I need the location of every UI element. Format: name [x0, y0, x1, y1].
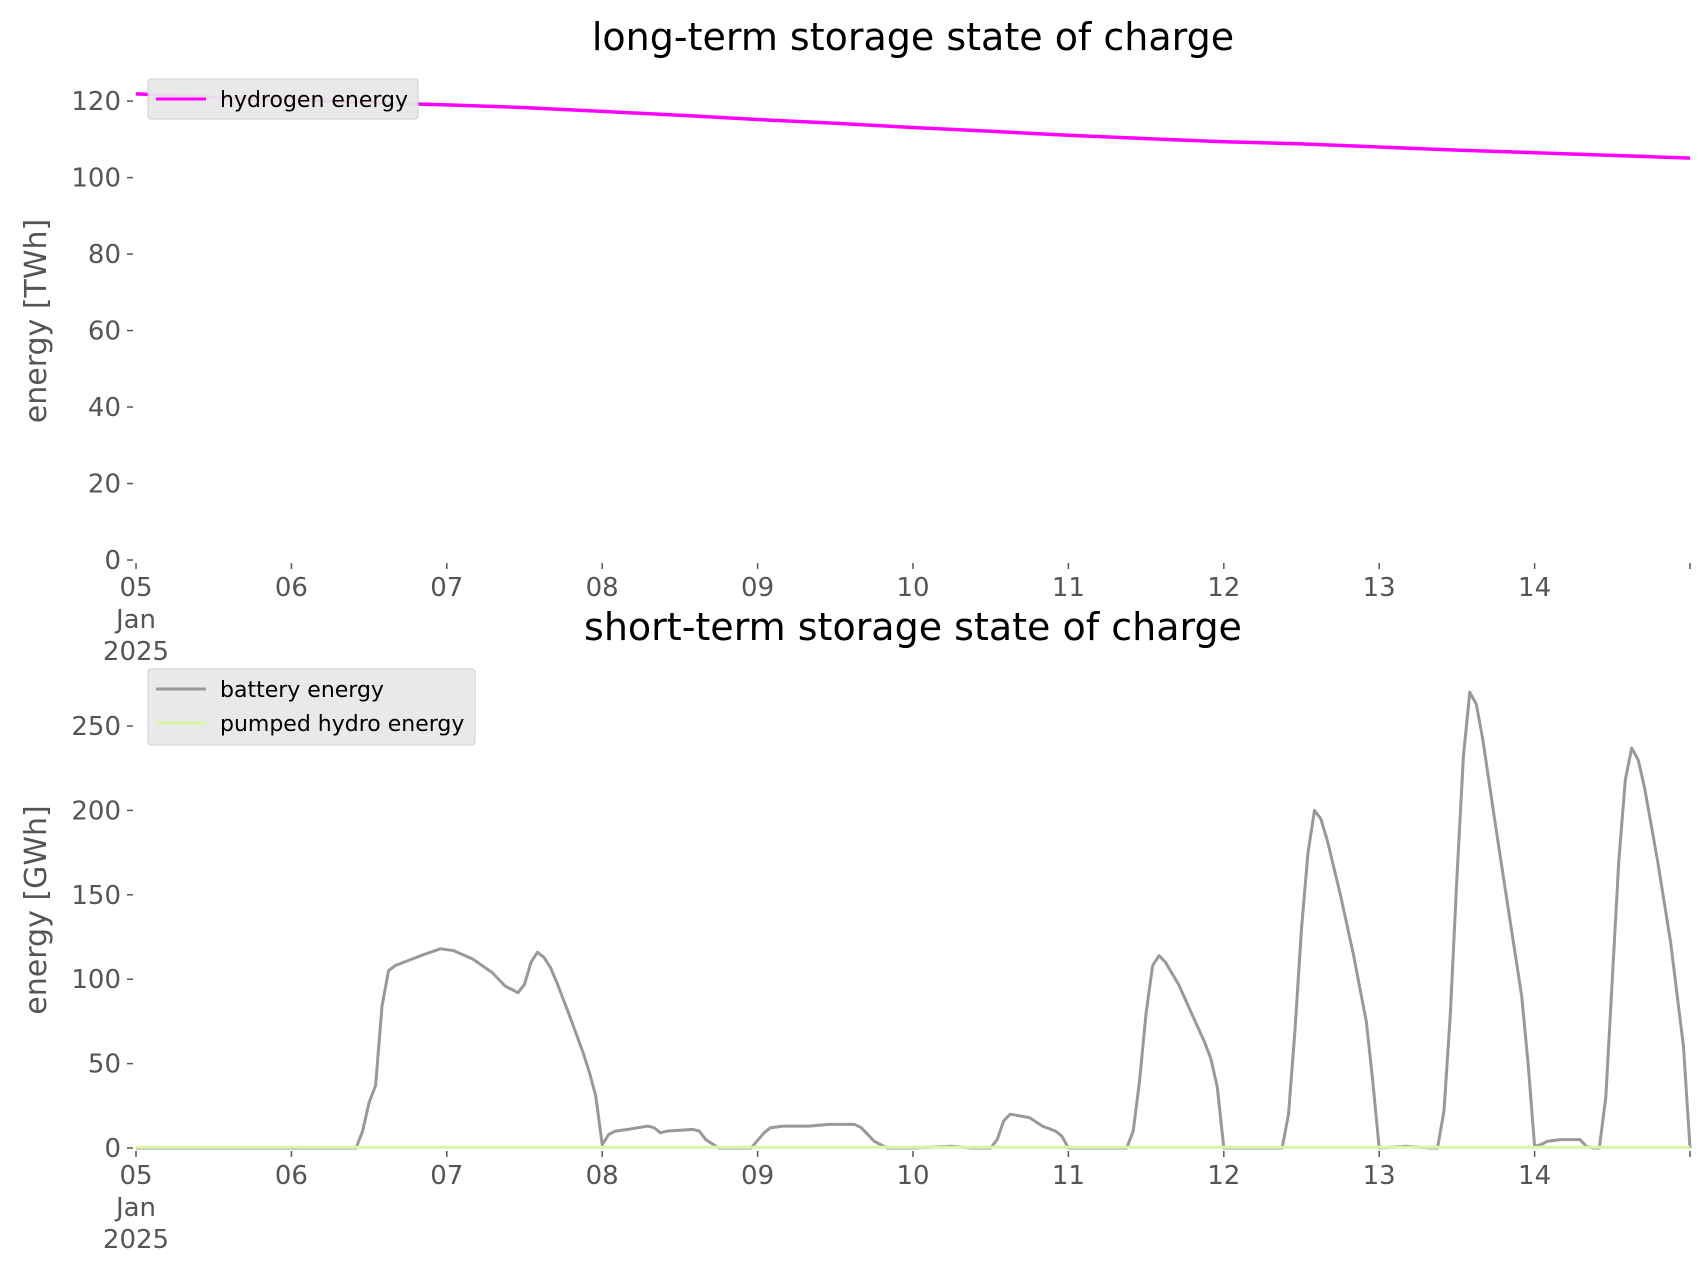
x-tick-sublabel-year: 2025 [103, 637, 169, 667]
x-tick-label: 05 [119, 1161, 152, 1191]
y-axis-label: energy [GWh] [19, 805, 54, 1014]
y-tick-label: 200 [71, 796, 121, 826]
y-tick-label: 0 [104, 1134, 121, 1164]
x-tick-label: 11 [1052, 1161, 1085, 1191]
y-tick-label: 80 [88, 240, 121, 270]
y-tick-label: 150 [71, 881, 121, 911]
y-tick-label: 100 [71, 164, 121, 194]
x-tick-label: 08 [586, 1161, 619, 1191]
y-tick-label: 20 [88, 470, 121, 500]
long-term-storage-chart: long-term storage state of charge energy … [19, 15, 1691, 667]
x-tick-label: 06 [275, 1161, 308, 1191]
legend-box [147, 668, 476, 746]
y-tick-label: 60 [88, 317, 121, 347]
y-tick-label: 120 [71, 87, 121, 117]
chart-title: long-term storage state of charge [592, 15, 1234, 59]
y-tick-label: 50 [88, 1050, 121, 1080]
y-tick-label: 250 [71, 712, 121, 742]
x-tick-sublabel-year: 2025 [103, 1225, 169, 1255]
y-tick-label: 100 [71, 965, 121, 995]
x-tick-label: 12 [1207, 573, 1240, 603]
y-tick-label: 0 [104, 546, 121, 576]
x-tick-label: 09 [741, 1161, 774, 1191]
x-tick-label: 12 [1207, 1161, 1240, 1191]
x-tick-label: 06 [275, 573, 308, 603]
legend-label: pumped hydro energy [220, 712, 464, 737]
x-tick-sublabel-month: Jan [114, 1193, 156, 1223]
y-axis-label: energy [TWh] [19, 219, 54, 423]
x-tick-label: 13 [1363, 573, 1396, 603]
x-tick-label: 13 [1363, 1161, 1396, 1191]
x-tick-label: 09 [741, 573, 774, 603]
x-tick-label: 07 [430, 1161, 463, 1191]
x-tick-label: 08 [586, 573, 619, 603]
x-tick-sublabel-month: Jan [114, 605, 156, 635]
x-tick-label: 07 [430, 573, 463, 603]
chart-title: short-term storage state of charge [584, 605, 1242, 649]
short-term-storage-chart: short-term storage state of charge energy… [19, 605, 1692, 1255]
x-tick-label: 10 [896, 1161, 929, 1191]
x-tick-label: 10 [896, 573, 929, 603]
x-tick-label: 11 [1052, 573, 1085, 603]
x-tick-label: 14 [1518, 1161, 1551, 1191]
legend-label: battery energy [220, 678, 384, 703]
x-tick-label: 14 [1518, 573, 1551, 603]
x-tick-label: 05 [119, 573, 152, 603]
y-tick-label: 40 [88, 393, 121, 423]
legend-label: hydrogen energy [220, 88, 408, 113]
legend-box [147, 78, 419, 120]
